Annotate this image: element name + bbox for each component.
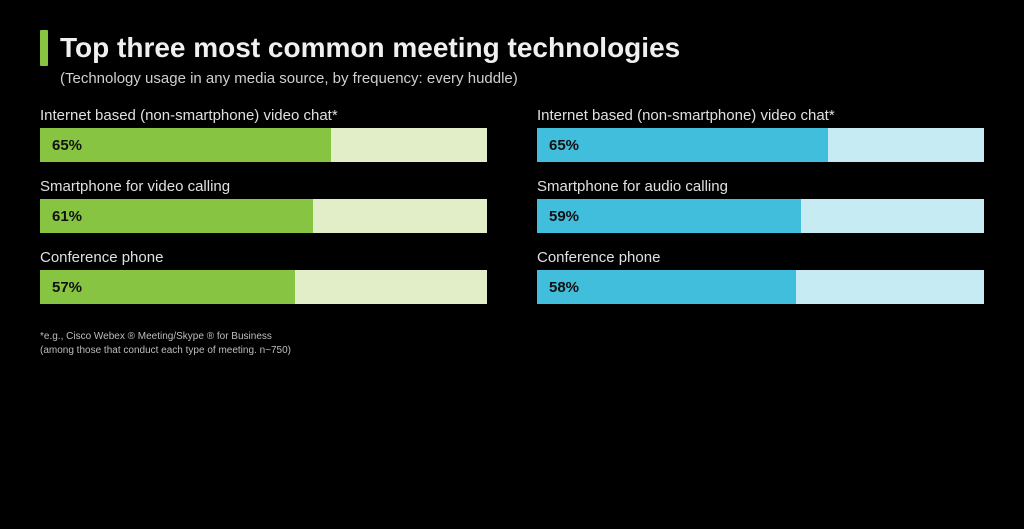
bar-label: Internet based (non-smartphone) video ch… bbox=[537, 107, 984, 124]
column-right: Internet based (non-smartphone) video ch… bbox=[537, 107, 984, 320]
bar-value-label: 65% bbox=[52, 128, 82, 162]
column-left: Internet based (non-smartphone) video ch… bbox=[40, 107, 487, 320]
bar-label: Conference phone bbox=[40, 249, 487, 266]
title-marker bbox=[40, 30, 48, 66]
bar-value-label: 65% bbox=[549, 128, 579, 162]
footnote-line-1: *e.g., Cisco Webex ® Meeting/Skype ® for… bbox=[40, 330, 984, 344]
bar-item: Smartphone for audio calling 59% bbox=[537, 178, 984, 233]
title-row: Top three most common meeting technologi… bbox=[40, 30, 984, 66]
bar-value-label: 59% bbox=[549, 199, 579, 233]
bar-fill bbox=[40, 128, 331, 162]
chart-page: Top three most common meeting technologi… bbox=[0, 0, 1024, 357]
bar-fill bbox=[537, 128, 828, 162]
bar-label: Internet based (non-smartphone) video ch… bbox=[40, 107, 487, 124]
bar-item: Conference phone 58% bbox=[537, 249, 984, 304]
bar-item: Internet based (non-smartphone) video ch… bbox=[40, 107, 487, 162]
bar-label: Conference phone bbox=[537, 249, 984, 266]
bar-track: 65% bbox=[537, 128, 984, 162]
chart-subtitle: (Technology usage in any media source, b… bbox=[60, 70, 984, 87]
bar-label: Smartphone for audio calling bbox=[537, 178, 984, 195]
footnote-line-2: (among those that conduct each type of m… bbox=[40, 344, 984, 358]
bar-track: 58% bbox=[537, 270, 984, 304]
bar-track: 57% bbox=[40, 270, 487, 304]
bar-value-label: 58% bbox=[549, 270, 579, 304]
bar-item: Smartphone for video calling 61% bbox=[40, 178, 487, 233]
bar-value-label: 57% bbox=[52, 270, 82, 304]
bar-value-label: 61% bbox=[52, 199, 82, 233]
bar-track: 59% bbox=[537, 199, 984, 233]
columns: Internet based (non-smartphone) video ch… bbox=[40, 107, 984, 320]
bar-item: Conference phone 57% bbox=[40, 249, 487, 304]
bar-item: Internet based (non-smartphone) video ch… bbox=[537, 107, 984, 162]
chart-title: Top three most common meeting technologi… bbox=[60, 32, 680, 64]
bar-track: 65% bbox=[40, 128, 487, 162]
bar-track: 61% bbox=[40, 199, 487, 233]
footnote: *e.g., Cisco Webex ® Meeting/Skype ® for… bbox=[40, 330, 984, 357]
bar-label: Smartphone for video calling bbox=[40, 178, 487, 195]
